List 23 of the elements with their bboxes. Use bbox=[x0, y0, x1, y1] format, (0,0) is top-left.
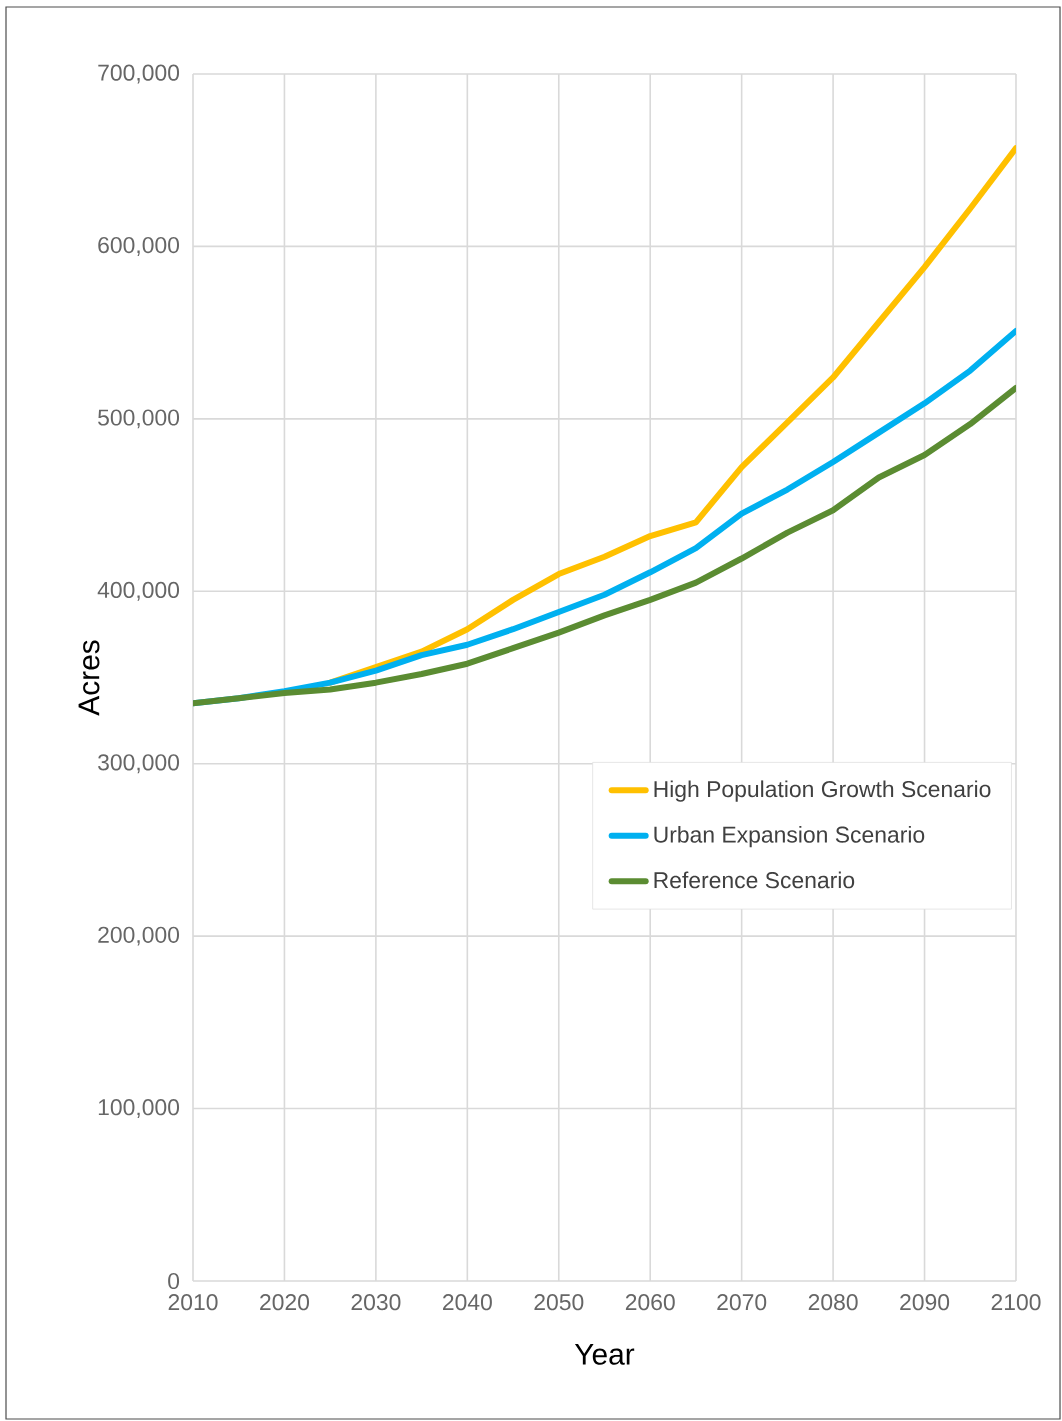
x-tick-label: 2100 bbox=[991, 1294, 1041, 1311]
y-tick-label: 700,000 bbox=[98, 64, 180, 84]
x-tick-label: 2010 bbox=[168, 1294, 218, 1311]
x-tick-label: 2040 bbox=[443, 1294, 492, 1311]
x-tick-label: 2090 bbox=[900, 1294, 950, 1311]
y-tick-label: 600,000 bbox=[98, 236, 180, 256]
x-axis-title: Year bbox=[574, 1343, 635, 1365]
x-tick-label: 2050 bbox=[534, 1294, 584, 1311]
y-axis-title: Acres bbox=[78, 640, 100, 716]
x-tick-label: 2030 bbox=[351, 1294, 401, 1311]
x-tick-label: 2080 bbox=[808, 1294, 858, 1311]
legend-label: Urban Expansion Scenario bbox=[654, 825, 925, 848]
legend-label: High Population Growth Scenario bbox=[654, 780, 991, 802]
y-tick-label: 0 bbox=[168, 1272, 180, 1290]
y-tick-label: 400,000 bbox=[97, 581, 180, 601]
y-tick-label: 500,000 bbox=[98, 409, 180, 429]
x-tick-label: 2020 bbox=[260, 1294, 310, 1311]
y-tick-label: 100,000 bbox=[98, 1099, 180, 1119]
x-tick-label: 2070 bbox=[717, 1294, 767, 1311]
legend-label: Reference Scenario bbox=[654, 871, 855, 889]
y-tick-label: 200,000 bbox=[98, 926, 180, 946]
y-tick-label: 300,000 bbox=[98, 754, 180, 774]
x-tick-label: 2060 bbox=[625, 1294, 675, 1311]
